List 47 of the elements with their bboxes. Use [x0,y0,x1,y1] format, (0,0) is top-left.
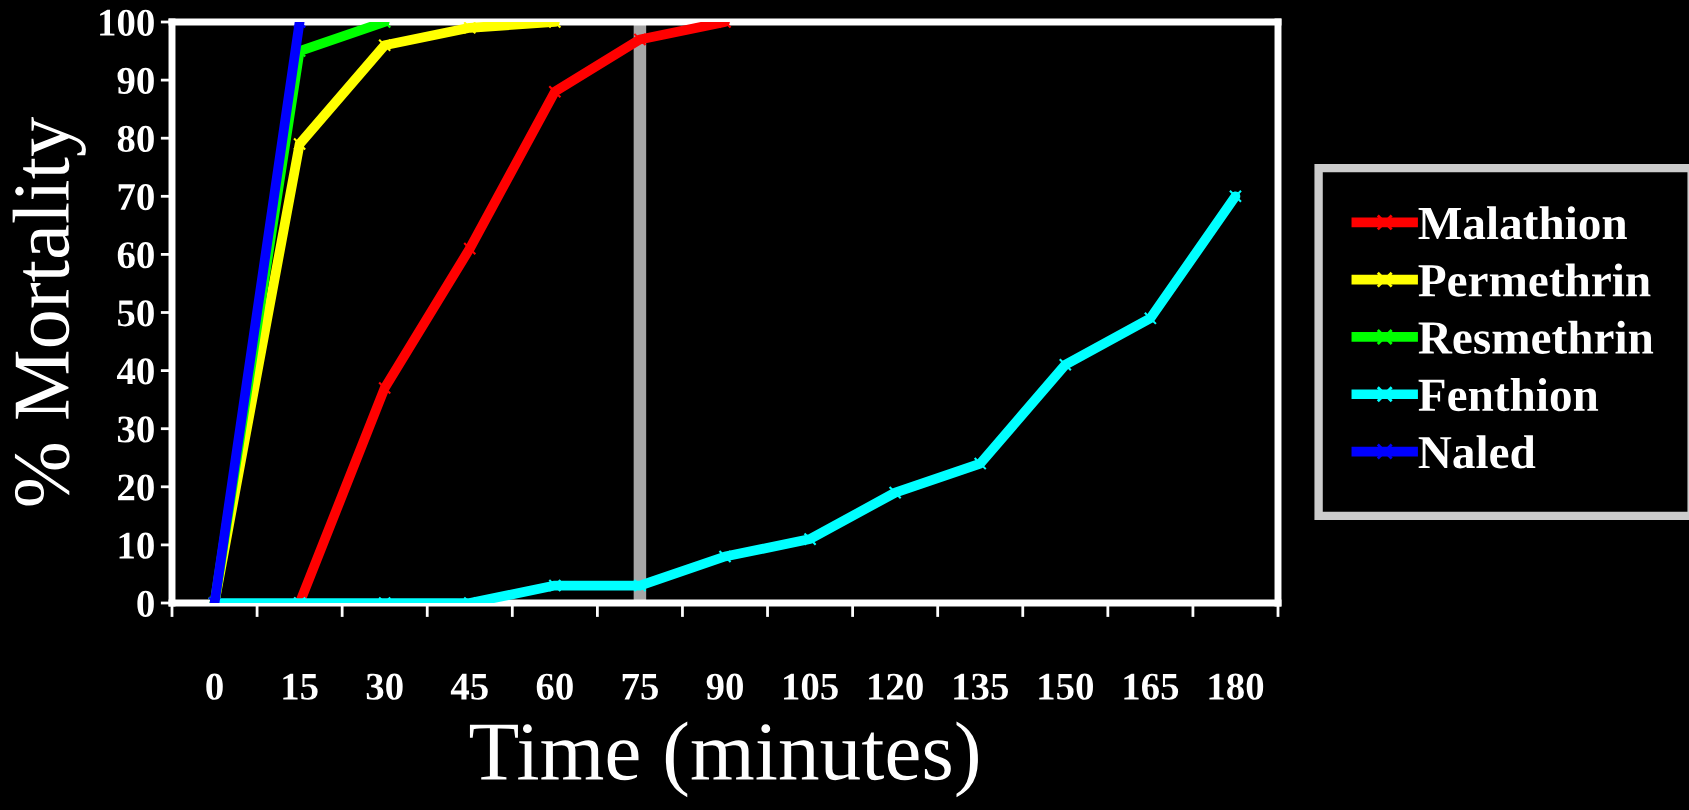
y-tick-label: 0 [137,590,154,617]
x-tick-label: 30 [366,673,403,700]
y-tick-label: 20 [118,474,154,501]
y-tick-label: 30 [117,416,154,443]
x-tick-label: 180 [1209,673,1264,700]
x-tick-label: 105 [784,673,838,700]
x-tick-label: 75 [622,673,658,700]
y-axis-title: % Mortality [12,117,86,506]
point [973,456,987,471]
y-tick-label: 70 [118,183,154,211]
x-tick-label: 165 [1124,673,1179,700]
point [803,532,817,546]
point [888,486,902,500]
point [293,137,307,151]
x-tick-label: 135 [954,673,1008,700]
y-tick-label: 80 [117,125,154,153]
y-tick-label: 50 [118,300,154,327]
y-tick-label: 60 [117,242,154,269]
point [463,241,477,256]
point [633,578,647,593]
y-tick-label: 90 [117,67,154,94]
point [718,549,732,564]
legend-label: Resmethrin [1418,320,1654,354]
y-tick-label: 40 [116,358,154,385]
x-tick-label: 150 [1039,673,1093,700]
point [463,22,477,35]
point [548,578,562,593]
x-tick-label: 45 [450,673,488,700]
point [633,32,647,47]
point [1228,189,1243,203]
point [378,38,392,52]
point [378,381,392,395]
x-tick-label: 60 [536,673,573,700]
legend-label: Malathion [1418,206,1627,240]
x-axis-title: Time (minutes) [469,721,978,798]
x-tick-label: 15 [283,673,318,700]
point [548,85,562,99]
y-tick-label: 100 [100,9,154,36]
point [1143,311,1157,325]
point [1058,358,1072,372]
y-tick-label: 10 [119,532,154,559]
legend-label: Fenthion [1418,378,1599,412]
legend-label: Permethrin [1418,263,1651,297]
x-tick-label: 120 [869,673,923,700]
x-tick-label: 0 [206,673,223,700]
legend-label: Naled [1418,435,1536,469]
x-tick-label: 90 [706,673,743,700]
